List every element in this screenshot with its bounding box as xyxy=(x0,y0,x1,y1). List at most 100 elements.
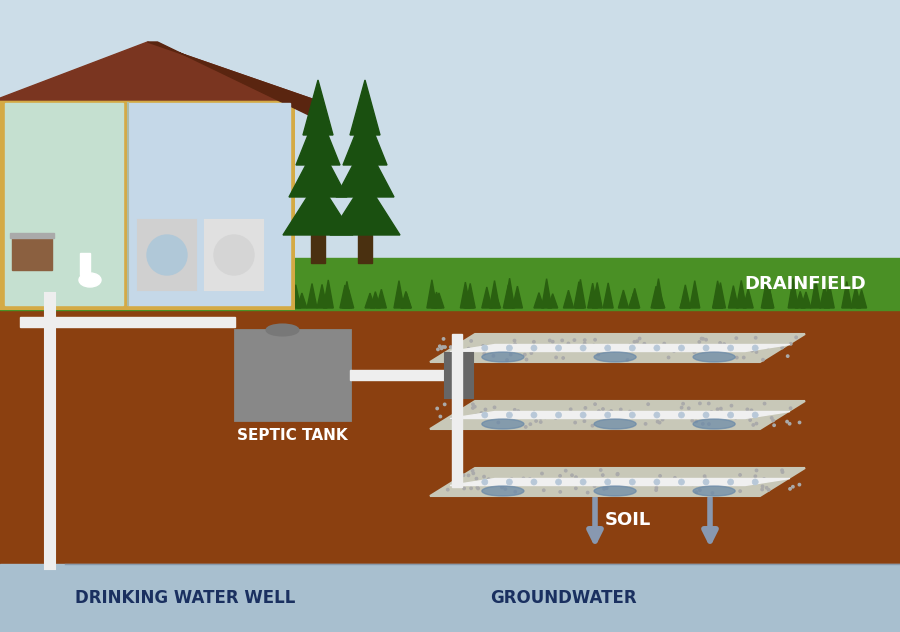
Polygon shape xyxy=(365,293,375,308)
Circle shape xyxy=(705,339,707,341)
Polygon shape xyxy=(371,292,381,308)
Circle shape xyxy=(761,489,763,490)
Polygon shape xyxy=(680,293,690,308)
Circle shape xyxy=(706,348,708,350)
Circle shape xyxy=(667,483,670,485)
Circle shape xyxy=(443,337,445,340)
Circle shape xyxy=(636,340,638,343)
Bar xyxy=(358,235,372,263)
Circle shape xyxy=(564,470,567,472)
Circle shape xyxy=(594,403,597,405)
Circle shape xyxy=(739,490,742,492)
Circle shape xyxy=(679,412,685,418)
Circle shape xyxy=(603,488,606,490)
Bar xyxy=(452,334,462,487)
Circle shape xyxy=(787,355,789,357)
Circle shape xyxy=(482,475,485,478)
Circle shape xyxy=(698,413,700,415)
Circle shape xyxy=(598,410,600,412)
Circle shape xyxy=(555,345,562,351)
Circle shape xyxy=(711,492,714,494)
Polygon shape xyxy=(588,283,598,308)
Circle shape xyxy=(528,478,531,480)
Polygon shape xyxy=(394,281,404,308)
Polygon shape xyxy=(350,80,380,135)
Circle shape xyxy=(500,486,503,489)
Circle shape xyxy=(702,423,704,425)
Circle shape xyxy=(570,408,572,410)
Polygon shape xyxy=(254,293,264,308)
Circle shape xyxy=(451,417,454,420)
Polygon shape xyxy=(342,281,352,308)
Polygon shape xyxy=(655,293,665,308)
Circle shape xyxy=(472,407,474,409)
Circle shape xyxy=(543,489,545,492)
Circle shape xyxy=(679,479,685,485)
Circle shape xyxy=(575,487,577,490)
Polygon shape xyxy=(0,42,315,100)
Circle shape xyxy=(619,408,622,411)
Polygon shape xyxy=(761,281,771,308)
Polygon shape xyxy=(289,142,347,197)
Circle shape xyxy=(682,403,684,405)
Polygon shape xyxy=(728,286,738,308)
Circle shape xyxy=(544,416,546,418)
Circle shape xyxy=(546,481,549,483)
Circle shape xyxy=(580,345,586,351)
Circle shape xyxy=(583,339,586,341)
Circle shape xyxy=(483,353,485,355)
Circle shape xyxy=(546,483,548,485)
Circle shape xyxy=(539,421,542,423)
Circle shape xyxy=(625,412,627,415)
Circle shape xyxy=(786,420,788,423)
Text: SEPTIC TANK: SEPTIC TANK xyxy=(238,428,347,443)
Circle shape xyxy=(599,346,602,349)
Circle shape xyxy=(531,412,537,418)
Circle shape xyxy=(735,356,738,359)
Circle shape xyxy=(703,345,709,351)
Circle shape xyxy=(626,359,629,361)
Polygon shape xyxy=(736,281,746,308)
Polygon shape xyxy=(303,80,333,135)
Polygon shape xyxy=(512,286,522,308)
Ellipse shape xyxy=(693,352,735,362)
Circle shape xyxy=(467,474,470,477)
Polygon shape xyxy=(651,286,661,308)
Circle shape xyxy=(214,235,254,275)
Polygon shape xyxy=(796,291,806,308)
Circle shape xyxy=(439,415,442,418)
Circle shape xyxy=(752,479,758,485)
Polygon shape xyxy=(430,401,805,429)
Circle shape xyxy=(485,348,487,350)
Circle shape xyxy=(763,478,765,480)
Circle shape xyxy=(610,410,612,412)
Ellipse shape xyxy=(693,419,735,429)
Circle shape xyxy=(713,412,716,415)
Circle shape xyxy=(707,423,710,425)
Polygon shape xyxy=(323,280,333,308)
Circle shape xyxy=(624,482,626,485)
Circle shape xyxy=(698,482,700,484)
Circle shape xyxy=(563,481,566,483)
Circle shape xyxy=(539,416,542,419)
Circle shape xyxy=(795,336,797,339)
Circle shape xyxy=(677,483,680,485)
Circle shape xyxy=(601,474,604,477)
Circle shape xyxy=(554,346,555,348)
Circle shape xyxy=(555,412,562,418)
Circle shape xyxy=(507,345,512,351)
Circle shape xyxy=(746,408,749,411)
Ellipse shape xyxy=(482,419,524,429)
Circle shape xyxy=(634,341,635,343)
Circle shape xyxy=(798,422,801,423)
Circle shape xyxy=(605,412,611,418)
Circle shape xyxy=(679,345,685,351)
Circle shape xyxy=(475,477,478,480)
Circle shape xyxy=(680,406,683,409)
Circle shape xyxy=(721,411,723,413)
Circle shape xyxy=(655,489,657,491)
Polygon shape xyxy=(340,285,350,308)
Circle shape xyxy=(459,477,461,480)
Circle shape xyxy=(580,412,586,418)
Circle shape xyxy=(720,408,722,410)
